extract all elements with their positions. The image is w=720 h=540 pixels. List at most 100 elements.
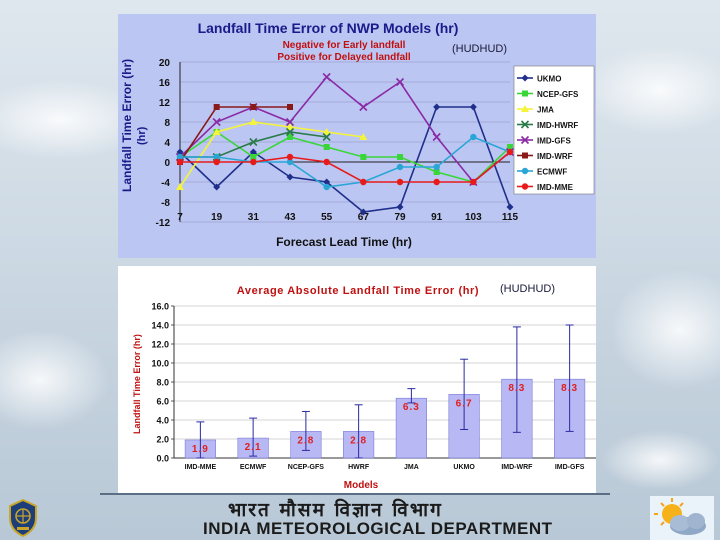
legend-marker-jma bbox=[521, 105, 529, 112]
data-point-imd-mme bbox=[213, 158, 220, 166]
line-chart-ytick-label: 8 bbox=[164, 118, 170, 129]
legend-label-imd-wrf: IMD-WRF bbox=[537, 152, 573, 161]
legend-label-imd-hwrf: IMD-HWRF bbox=[537, 121, 578, 130]
line-chart: Landfall Time Error of NWP Models (hr) N… bbox=[120, 20, 595, 249]
data-point-imd-gfs bbox=[322, 72, 331, 82]
data-point-ecmwf bbox=[213, 153, 220, 161]
legend-label-jma: JMA bbox=[537, 106, 554, 115]
bar-category-label: IMD-GFS bbox=[555, 464, 585, 471]
bar-category-label: UKMO bbox=[453, 464, 475, 471]
data-point-ncep-gfs bbox=[323, 144, 330, 150]
data-point-imd-mme bbox=[176, 158, 184, 166]
bar-chart-tag: (HUDHUD) bbox=[500, 283, 555, 295]
data-point-ncep-gfs bbox=[507, 144, 513, 150]
legend-label-ncep-gfs: NCEP-GFS bbox=[537, 90, 579, 99]
data-point-imd-gfs bbox=[395, 77, 405, 87]
data-point-jma bbox=[286, 123, 294, 130]
line-chart-ytick-label: 0 bbox=[164, 158, 170, 169]
data-point-ukmo bbox=[359, 208, 367, 216]
line-chart-panel: Landfall Time Error of NWP Models (hr) N… bbox=[118, 14, 596, 258]
footer-divider bbox=[100, 493, 610, 495]
data-point-imd-gfs bbox=[285, 117, 295, 127]
line-chart-ytick-label: 16 bbox=[159, 78, 171, 89]
data-point-imd-gfs bbox=[359, 102, 368, 112]
data-point-jma bbox=[176, 183, 184, 190]
data-point-ukmo bbox=[469, 103, 477, 111]
line-chart-ytick-label: -12 bbox=[156, 218, 171, 229]
legend-marker-imd-gfs bbox=[520, 135, 530, 145]
bar-category-label: NCEP-GFS bbox=[288, 464, 325, 471]
data-point-ecmwf bbox=[396, 163, 404, 171]
bar-value-label: 2.8 bbox=[297, 435, 314, 446]
line-chart-ylabel-unit: (hr) bbox=[136, 126, 148, 145]
bar-chart-ytick-label: 14.0 bbox=[151, 321, 169, 331]
data-point-imd-mme bbox=[433, 178, 440, 186]
line-chart-xtick-label: 91 bbox=[431, 212, 443, 223]
data-point-ukmo bbox=[396, 203, 404, 211]
data-point-imd-gfs bbox=[432, 132, 441, 142]
bar-chart-panel: Average Absolute Landfall Time Error (hr… bbox=[118, 266, 596, 494]
data-point-imd-wrf bbox=[287, 104, 293, 110]
line-chart-subtitle-2: Positive for Delayed landfall bbox=[277, 52, 411, 63]
line-chart-subtitle-1: Negative for Early landfall bbox=[283, 40, 406, 51]
bar-category-label: IMD-WRF bbox=[501, 464, 533, 471]
line-series-ecmwf bbox=[180, 136, 511, 188]
data-point-imd-hwrf bbox=[249, 137, 258, 147]
data-point-imd-mme bbox=[286, 153, 294, 161]
bar-chart-ytick-label: 4.0 bbox=[156, 416, 169, 426]
bar-value-label: 2.1 bbox=[245, 442, 262, 453]
bar-chart-ytick-label: 6.0 bbox=[156, 397, 169, 407]
bar-category-label: HWRF bbox=[348, 464, 370, 471]
line-chart-ytick-label: 12 bbox=[159, 98, 171, 109]
legend-marker-ukmo bbox=[521, 74, 529, 82]
legend-label-ecmwf: ECMWF bbox=[537, 168, 567, 177]
data-point-ncep-gfs bbox=[250, 154, 257, 160]
data-point-ukmo bbox=[213, 183, 221, 191]
data-point-jma bbox=[322, 128, 331, 135]
data-point-imd-mme bbox=[360, 178, 367, 186]
legend-label-imd-gfs: IMD-GFS bbox=[537, 137, 571, 146]
line-chart-xtick-label: 55 bbox=[321, 212, 333, 223]
bar-value-label: 8.3 bbox=[561, 383, 578, 394]
line-chart-xtick-label: 7 bbox=[177, 212, 183, 223]
line-chart-tag: (HUDHUD) bbox=[452, 43, 507, 55]
data-point-imd-mme bbox=[396, 178, 404, 186]
line-chart-ytick-label: 20 bbox=[159, 58, 171, 69]
data-point-ncep-gfs bbox=[397, 154, 403, 160]
data-point-imd-hwrf bbox=[322, 132, 331, 142]
weather-sun-cloud-icon bbox=[650, 496, 714, 540]
data-point-ecmwf bbox=[286, 158, 294, 166]
data-point-imd-mme bbox=[506, 148, 514, 156]
bar-chart-title: Average Absolute Landfall Time Error (hr… bbox=[237, 285, 479, 297]
data-point-imd-wrf bbox=[213, 104, 220, 110]
line-chart-xtick-label: 31 bbox=[248, 212, 260, 223]
data-point-ecmwf bbox=[323, 183, 330, 191]
line-chart-xlabel: Forecast Lead Time (hr) bbox=[276, 235, 412, 249]
data-point-ukmo bbox=[506, 203, 514, 211]
line-series-ncep-gfs bbox=[179, 131, 511, 183]
data-point-ecmwf bbox=[470, 133, 477, 141]
data-point-imd-mme bbox=[470, 178, 477, 186]
data-point-imd-hwrf bbox=[285, 127, 295, 137]
data-point-imd-wrf bbox=[250, 104, 257, 110]
bar-chart-xlabel: Models bbox=[344, 480, 379, 491]
data-point-imd-mme bbox=[323, 158, 330, 166]
bar-chart-plot-area: 0.0 2.0 4.0 6.0 8.0 10.0 12.0 14.0 16.0 1.9 IMD-MM… bbox=[151, 302, 596, 471]
bar-category-label: JMA bbox=[404, 464, 419, 471]
line-chart-title: Landfall Time Error of NWP Models (hr) bbox=[198, 20, 459, 36]
line-chart-ytick-label: 4 bbox=[164, 138, 170, 149]
data-point-ukmo bbox=[323, 178, 331, 186]
data-point-jma bbox=[249, 118, 258, 125]
legend-marker-imd-hwrf bbox=[520, 120, 530, 129]
data-point-jma bbox=[212, 128, 221, 135]
bar-chart-ytick-label: 10.0 bbox=[151, 359, 169, 369]
line-chart-xtick-label: 67 bbox=[358, 212, 370, 223]
data-point-imd-mme bbox=[250, 158, 257, 166]
data-point-ukmo bbox=[249, 148, 257, 156]
bar-chart-ytick-label: 2.0 bbox=[156, 435, 169, 445]
bar-category-label: IMD-MME bbox=[185, 464, 217, 471]
legend-marker-imd-wrf bbox=[522, 152, 528, 159]
data-point-ukmo bbox=[286, 173, 294, 181]
data-point-ncep-gfs bbox=[287, 134, 293, 140]
